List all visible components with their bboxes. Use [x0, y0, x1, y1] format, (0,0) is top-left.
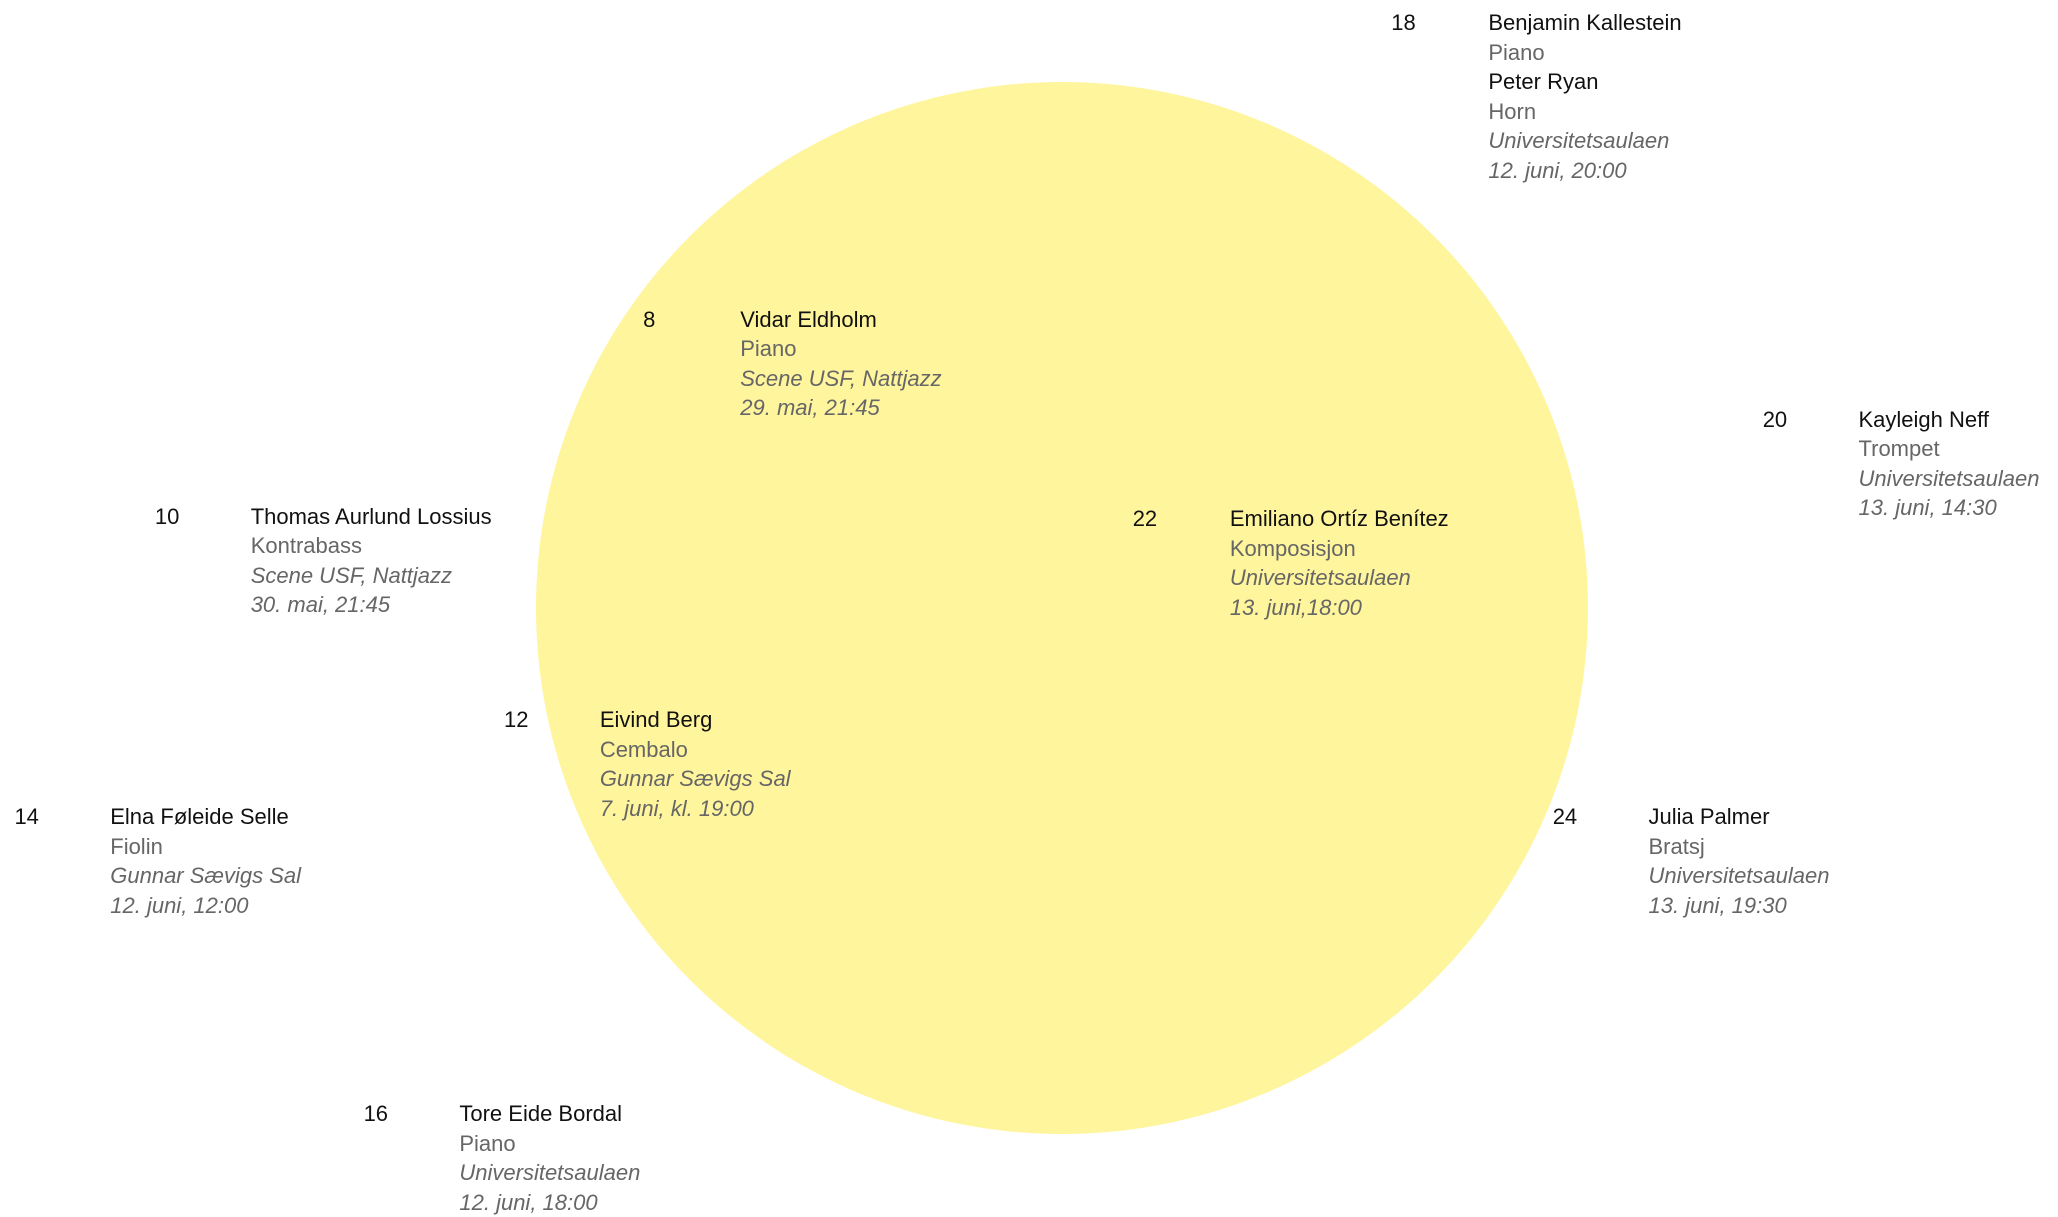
performer-name: Thomas Aurlund Lossius: [251, 502, 492, 532]
event-number: 18: [1391, 8, 1415, 38]
performer-name: Julia Palmer: [1649, 802, 1830, 832]
performer-name: Peter Ryan: [1488, 67, 1681, 97]
date: 29. mai, 21:45: [740, 393, 941, 423]
venue: Universitetsaulaen: [1488, 126, 1681, 156]
venue: Gunnar Sævigs Sal: [110, 861, 301, 891]
event-number: 10: [155, 502, 179, 532]
event-number: 14: [14, 802, 38, 832]
instrument: Kontrabass: [251, 531, 492, 561]
date: 13. juni,18:00: [1230, 593, 1449, 623]
instrument: Bratsj: [1649, 832, 1830, 862]
venue: Universitetsaulaen: [1649, 861, 1830, 891]
date: 30. mai, 21:45: [251, 590, 492, 620]
instrument: Komposisjon: [1230, 534, 1449, 564]
performer-name: Benjamin Kallestein: [1488, 8, 1681, 38]
date: 12. juni, 12:00: [110, 891, 301, 921]
instrument: Horn: [1488, 97, 1681, 127]
instrument: Trompet: [1859, 434, 2040, 464]
event-number: 16: [364, 1099, 388, 1129]
instrument: Cembalo: [600, 735, 791, 765]
performer-name: Kayleigh Neff: [1859, 405, 2040, 435]
performer-name: Emiliano Ortíz Benítez: [1230, 504, 1449, 534]
performer-name: Vidar Eldholm: [740, 305, 941, 335]
date: 13. juni, 19:30: [1649, 891, 1830, 921]
instrument: Piano: [1488, 38, 1681, 68]
performer-name: Elna Føleide Selle: [110, 802, 301, 832]
date: 12. juni, 20:00: [1488, 156, 1681, 186]
event-number: 20: [1763, 405, 1787, 435]
event-number: 8: [643, 305, 655, 335]
date: 7. juni, kl. 19:00: [600, 794, 791, 824]
venue: Scene USF, Nattjazz: [251, 561, 492, 591]
venue: Universitetsaulaen: [1859, 464, 2040, 494]
instrument: Fiolin: [110, 832, 301, 862]
venue: Gunnar Sævigs Sal: [600, 764, 791, 794]
date: 13. juni, 14:30: [1859, 493, 2040, 523]
event-number: 12: [504, 705, 528, 735]
event-number: 24: [1553, 802, 1577, 832]
event-number: 22: [1133, 504, 1157, 534]
instrument: Piano: [740, 334, 941, 364]
date: 12. juni, 18:00: [459, 1188, 640, 1217]
performer-name: Tore Eide Bordal: [459, 1099, 640, 1129]
performer-name: Eivind Berg: [600, 705, 791, 735]
instrument: Piano: [459, 1129, 640, 1159]
venue: Scene USF, Nattjazz: [740, 364, 941, 394]
venue: Universitetsaulaen: [1230, 563, 1449, 593]
venue: Universitetsaulaen: [459, 1158, 640, 1188]
